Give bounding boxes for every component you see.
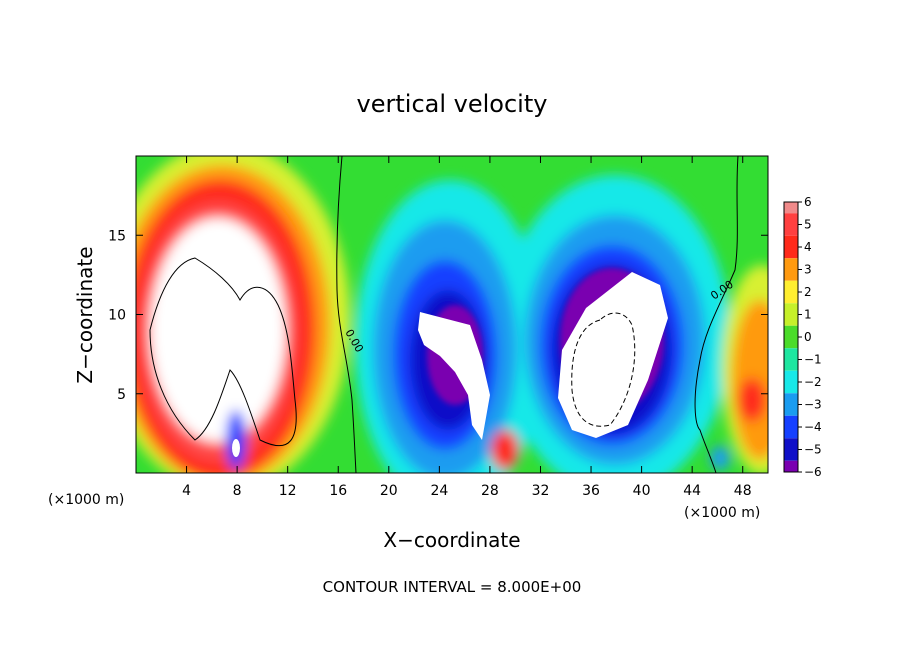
x-tick-label: 36 bbox=[582, 483, 600, 499]
colorbar-tick-label: 6 bbox=[804, 195, 812, 209]
colorbar-tick-label: 1 bbox=[804, 308, 812, 322]
colorbar-swatch bbox=[784, 280, 798, 304]
surface-cell-2 bbox=[491, 430, 519, 470]
colorbar-tick-label: −2 bbox=[804, 375, 822, 389]
y-tick-label: 15 bbox=[108, 228, 126, 244]
right-updraft-ring-red bbox=[738, 378, 766, 422]
chart-title: vertical velocity bbox=[357, 90, 548, 118]
colorbar-swatch bbox=[784, 258, 798, 281]
colorbar: 6 5 4 3 2 1 0 −1 −2 −3 −4 −5 −6 bbox=[783, 195, 822, 479]
x-tick-label: 48 bbox=[734, 483, 752, 499]
colorbar-tick-label: −3 bbox=[804, 398, 822, 412]
colorbar-tick-label: −6 bbox=[804, 465, 822, 479]
colorbar-swatch bbox=[784, 213, 798, 236]
x-tick-label: 8 bbox=[233, 483, 242, 499]
colorbar-swatch bbox=[784, 393, 798, 416]
colorbar-tick-label: 3 bbox=[804, 263, 812, 277]
x-tick-label: 12 bbox=[279, 483, 297, 499]
colorbar-swatch bbox=[784, 370, 798, 394]
colorbar-tick-label: 0 bbox=[804, 330, 812, 344]
y-axis: 5 10 15 bbox=[108, 228, 768, 403]
y-axis-label: Z−coordinate bbox=[73, 246, 97, 383]
x-tick-label: 4 bbox=[182, 483, 191, 499]
downdraft-b-core bbox=[558, 272, 668, 438]
colorbar-tick-label: 4 bbox=[804, 240, 812, 254]
y-tick-label: 10 bbox=[108, 308, 126, 324]
x-tick-label: 20 bbox=[380, 483, 398, 499]
right-updraft-ring-orange bbox=[732, 300, 768, 460]
colorbar-swatch bbox=[784, 202, 798, 214]
x-unit-label-right: (×1000 m) bbox=[684, 505, 760, 521]
contour-interval-footer: CONTOUR INTERVAL = 8.000E+00 bbox=[323, 578, 582, 596]
zero-contour-right bbox=[694, 156, 739, 473]
inner-contour-left bbox=[149, 257, 297, 447]
y-tick-label: 5 bbox=[117, 387, 126, 403]
x-tick-label: 28 bbox=[481, 483, 499, 499]
colorbar-swatch bbox=[784, 348, 798, 371]
colorbar-swatch bbox=[784, 303, 798, 326]
x-tick-label: 32 bbox=[532, 483, 550, 499]
heatmap-field: 0.00 0.00 bbox=[136, 156, 768, 473]
x-tick-label: 40 bbox=[633, 483, 651, 499]
surface-cell-3 bbox=[710, 446, 730, 470]
x-tick-label: 24 bbox=[430, 483, 448, 499]
zero-contour-left bbox=[336, 156, 357, 473]
x-tick-label: 16 bbox=[329, 483, 347, 499]
x-axis: 4 8 12 16 20 24 28 32 36 40 44 48 bbox=[182, 156, 752, 499]
colorbar-swatch bbox=[784, 415, 798, 439]
colorbar-swatch bbox=[784, 235, 798, 259]
x-unit-label-left: (×1000 m) bbox=[48, 492, 124, 508]
surface-core-left bbox=[232, 439, 240, 457]
colorbar-tick-label: 5 bbox=[804, 218, 812, 232]
colorbar-swatch bbox=[784, 325, 798, 349]
left-updraft-core bbox=[150, 218, 286, 442]
downdraft-a-core bbox=[418, 312, 490, 440]
colorbar-tick-label: −4 bbox=[804, 420, 822, 434]
x-axis-label: X−coordinate bbox=[383, 528, 520, 552]
colorbar-tick-label: 2 bbox=[804, 285, 812, 299]
x-tick-label: 44 bbox=[683, 483, 701, 499]
colorbar-swatch bbox=[784, 438, 798, 461]
colorbar-swatch bbox=[784, 460, 798, 472]
colorbar-tick-label: −5 bbox=[804, 443, 822, 457]
colorbar-tick-label: −1 bbox=[804, 353, 822, 367]
